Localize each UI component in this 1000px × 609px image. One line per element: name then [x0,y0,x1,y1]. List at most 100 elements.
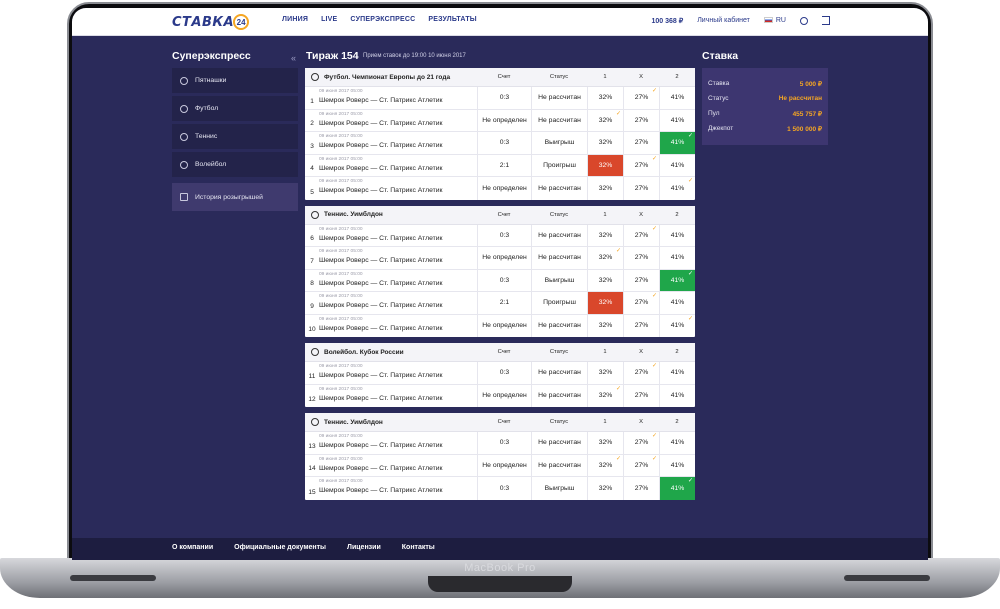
outcome-o2[interactable]: 41% [659,224,695,246]
outcome-o2[interactable]: 41% [659,292,695,314]
match-teams: Шемрок Роверс — Ст. Патрикс Атлетик [319,279,443,287]
outcome-o1[interactable]: 32% [587,292,623,314]
header-right: 100 368 ₽ Личный кабинет RU [652,16,830,25]
outcome-percent: 41% [670,94,685,102]
lang-switch[interactable]: RU [763,17,786,24]
outcome-o1[interactable]: 32% [587,132,623,154]
outcome-o1[interactable]: 32% [587,224,623,246]
outcome-o2[interactable]: 41% [659,384,695,407]
nav-superexpress[interactable]: СУПЕРЭКСПРЕСС [350,16,416,23]
logout-icon[interactable] [822,16,830,25]
outcome-ox[interactable]: 27% ✓ [623,154,659,176]
sidebar-item-history[interactable]: История розыгрышей [172,183,298,211]
back-arrow-icon[interactable]: « [291,53,297,63]
outcome-o1[interactable]: 32% [587,477,623,500]
match-score: 0:3 [477,269,531,291]
outcome-ox[interactable]: 27% ✓ [623,224,659,246]
col-score: Счет [497,349,511,355]
outcome-o2[interactable]: 41% ✓ [659,477,695,500]
nav-results[interactable]: РЕЗУЛЬТАТЫ [428,16,477,23]
outcome-percent: 41% [670,231,685,239]
outcome-ox[interactable]: 27% [623,477,659,500]
outcome-percent: 32% [598,484,613,492]
outcome-ox[interactable]: 27% ✓ [623,454,659,476]
outcome-o1[interactable]: 32% [587,432,623,454]
outcome-o2[interactable]: 41% [659,154,695,176]
outcome-o2[interactable]: 41% [659,362,695,384]
outcome-percent: 41% [670,322,685,330]
col-x: X [639,211,643,218]
outcome-percent: 32% [598,184,613,192]
laptop-foot-left [70,575,156,581]
check-icon: ✓ [651,225,657,232]
col-status: Статус [549,419,569,425]
outcome-ox[interactable]: 27% ✓ [623,292,659,314]
outcome-o2[interactable]: 41% ✓ [659,269,695,291]
match-info: 09 июня 2017 05:00 Шемрок Роверс — Ст. Па… [319,477,477,500]
outcome-percent: 32% [598,439,613,447]
sidebar-item-volleyball[interactable]: Волейбол [172,152,298,177]
match-date: 09 июня 2017 05:00 [319,89,363,94]
outcome-ox[interactable]: 27% [623,132,659,154]
account-link[interactable]: Личный кабинет [697,17,750,24]
bet-summary: Ставка 5 000 ₽ Статус Не рассчитан Пул 455 … [702,68,828,145]
event-table: Футбол. Чемпионат Европы до 21 года Счет С… [305,68,695,200]
outcome-ox[interactable]: 27% [623,247,659,269]
device-label: MacBook Pro [464,562,536,574]
outcome-o1[interactable]: 32% [587,362,623,384]
outcome-o2[interactable]: 41% ✓ [659,314,695,337]
logo[interactable]: СТАВКА 24 [172,13,250,31]
sidebar-item-fifteens[interactable]: Пятнашки [172,68,298,93]
bet-title: Ставка [702,50,739,62]
outcome-o1[interactable]: 32% [587,154,623,176]
footer-link-contacts[interactable]: Контакты [401,544,435,551]
outcome-o2[interactable]: 41% [659,109,695,131]
outcome-o1[interactable]: 32% ✓ [587,384,623,407]
outcome-o1[interactable]: 32% [587,87,623,109]
outcome-o1[interactable]: 32% ✓ [587,109,623,131]
match-info: 09 июня 2017 05:00 Шемрок Роверс — Ст. Па… [319,110,477,132]
outcome-ox[interactable]: 27% [623,269,659,291]
outcome-ox[interactable]: 27% [623,384,659,407]
match-info: 09 июня 2017 05:00 Шемрок Роверс — Ст. Па… [319,385,477,408]
sidebar-item-football[interactable]: Футбол [172,96,298,121]
outcome-ox[interactable]: 27% [623,177,659,200]
sidebar-item-tennis[interactable]: Теннис [172,124,298,149]
tournament-name: Теннис. Уимблдон [324,211,383,218]
outcome-ox[interactable]: 27% ✓ [623,432,659,454]
outcome-o1[interactable]: 32% ✓ [587,247,623,269]
outcome-o2[interactable]: 41% [659,87,695,109]
outcome-percent: 27% [634,369,649,377]
outcome-percent: 27% [634,231,649,239]
nav-line[interactable]: ЛИНИЯ [282,16,309,23]
match-date: 09 июня 2017 05:00 [319,294,363,299]
footer-link-documents[interactable]: Официальные документы [234,544,327,551]
footer-link-licenses[interactable]: Лицензии [347,544,381,551]
outcome-o1[interactable]: 32% [587,314,623,337]
check-icon: ✓ [687,178,693,184]
laptop-foot-right [844,575,930,581]
check-icon: ✓ [651,88,657,94]
lang-label: RU [775,17,786,24]
outcome-o2[interactable]: 41% [659,454,695,476]
nav-live[interactable]: LIVE [321,16,338,23]
outcome-o1[interactable]: 32% [587,177,623,200]
match-teams: Шемрок Роверс — Ст. Патрикс Атлетик [319,464,443,472]
match-date: 09 июня 2017 05:00 [319,271,363,277]
outcome-o2[interactable]: 41% [659,247,695,269]
footer-link-about[interactable]: О компании [172,544,214,551]
settings-icon[interactable] [800,16,808,25]
outcome-ox[interactable]: 27% ✓ [623,362,659,384]
outcome-ox[interactable]: 27% [623,314,659,337]
match-status: Не рассчитан [531,109,587,131]
outcome-o2[interactable]: 41% [659,432,695,454]
outcome-o2[interactable]: 41% ✓ [659,177,695,200]
outcome-o1[interactable]: 32% ✓ [587,454,623,476]
col-x: X [639,349,643,355]
outcome-ox[interactable]: 27% ✓ [623,87,659,109]
outcome-o2[interactable]: 41% ✓ [659,132,695,154]
check-icon: ✓ [651,433,657,439]
outcome-ox[interactable]: 27% [623,109,659,131]
outcome-percent: 32% [598,231,613,239]
outcome-o1[interactable]: 32% [587,269,623,291]
